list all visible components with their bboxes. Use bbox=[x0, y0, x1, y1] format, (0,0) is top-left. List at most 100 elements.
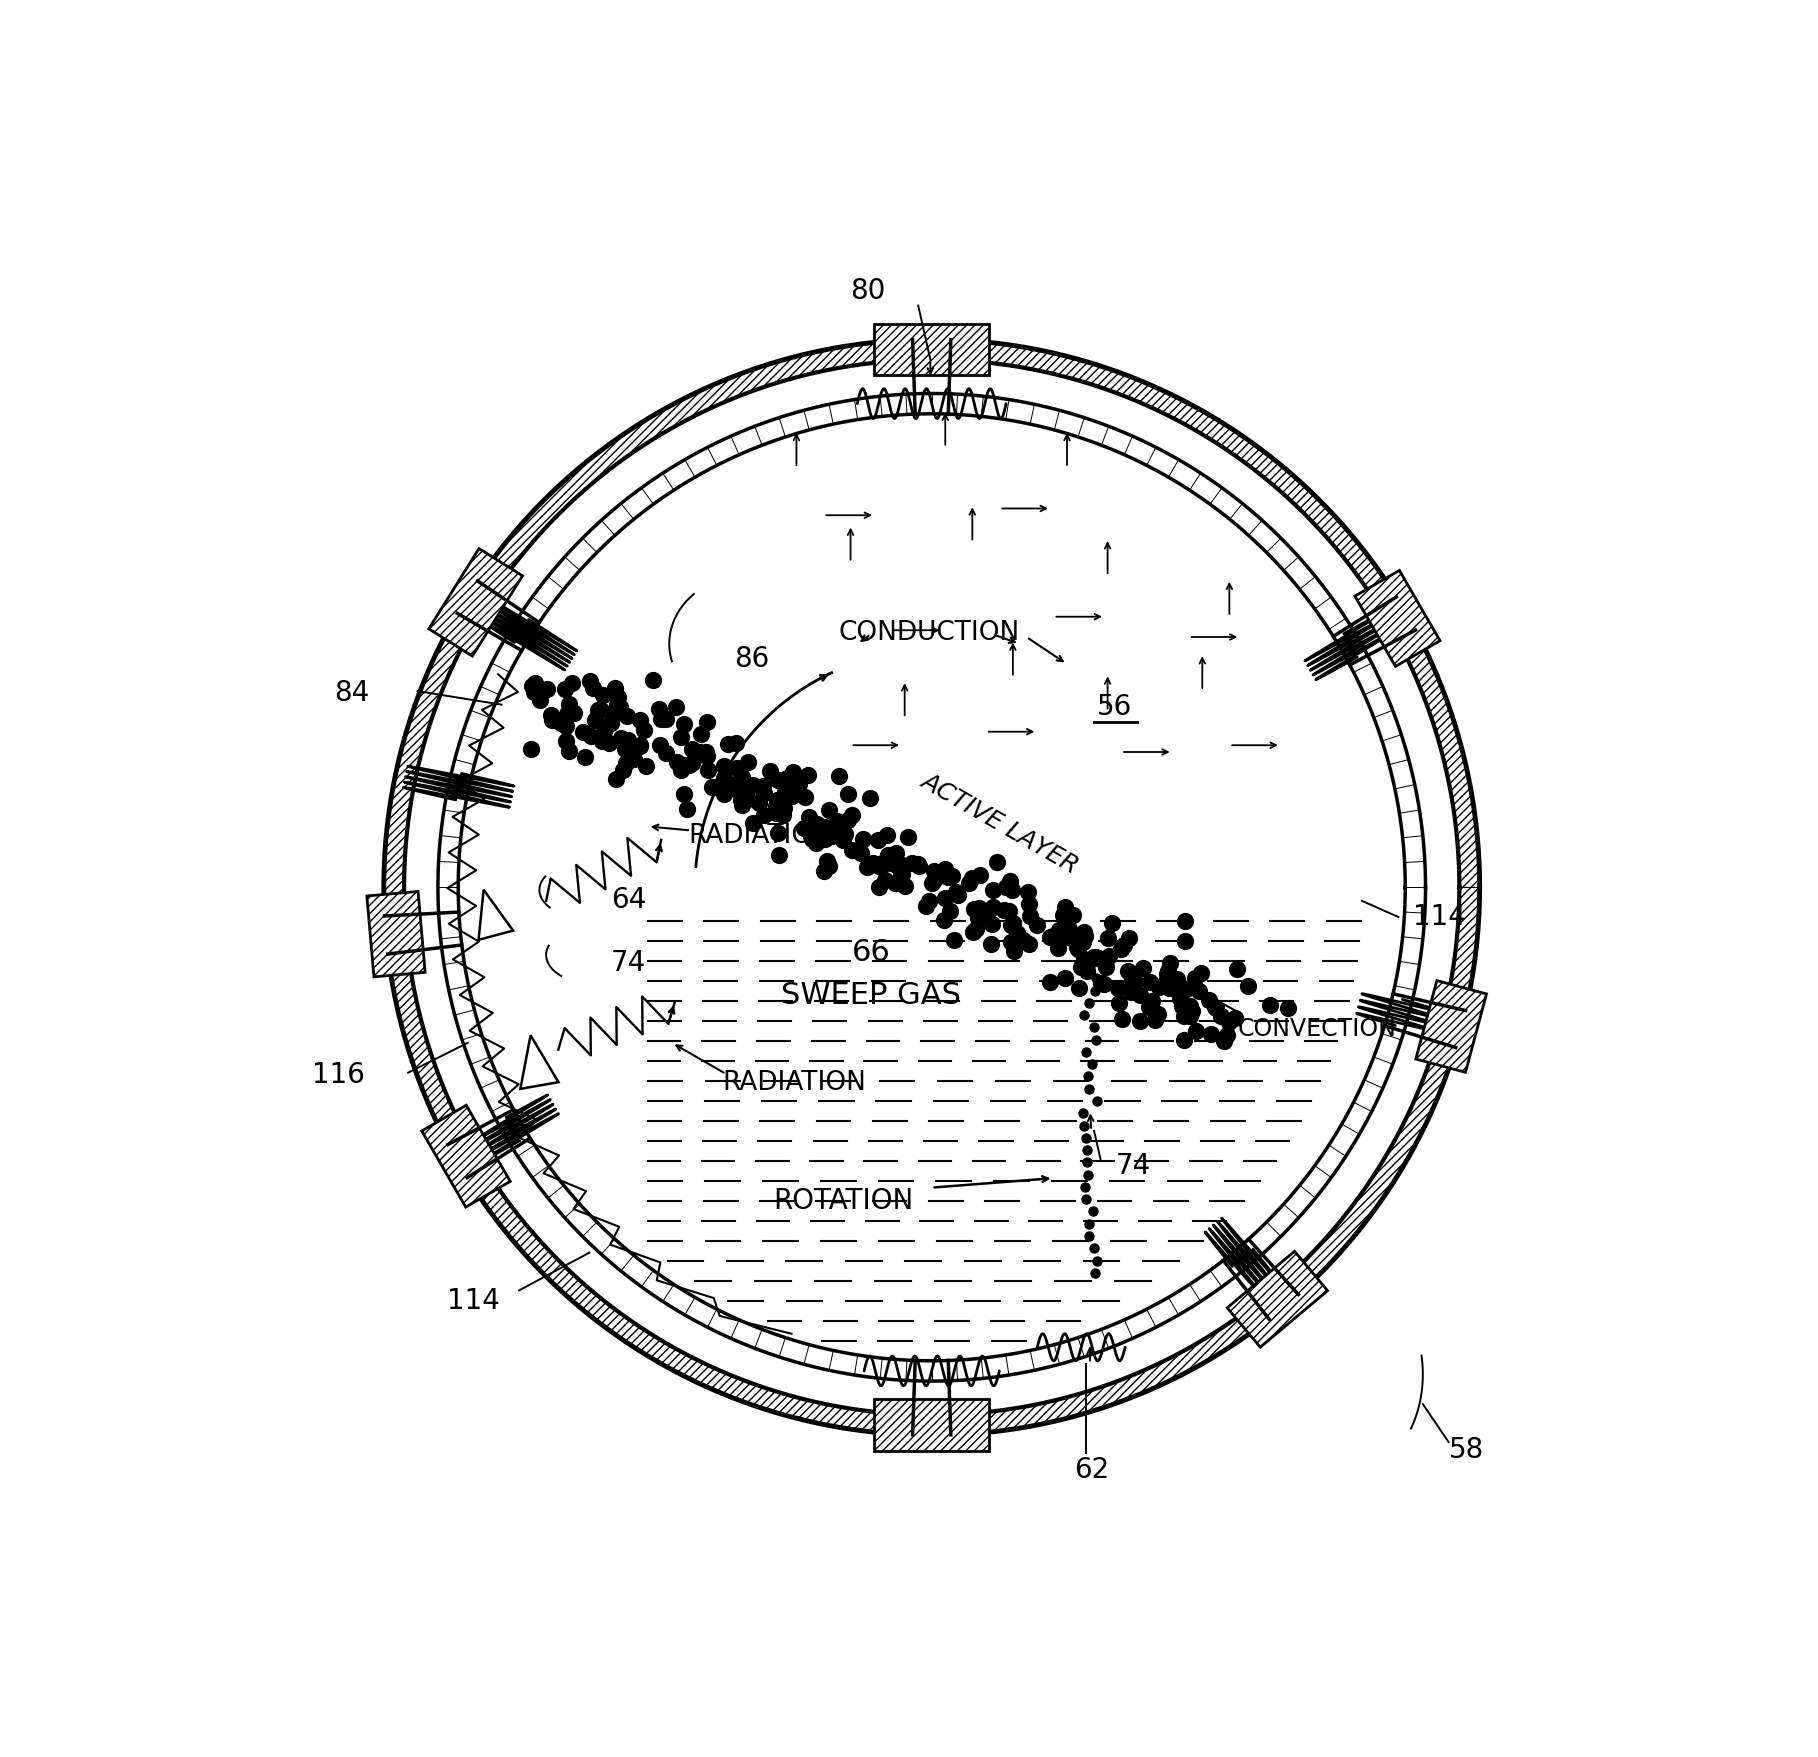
Point bbox=[1154, 973, 1184, 1001]
Text: 114: 114 bbox=[1413, 903, 1467, 931]
Point bbox=[1134, 993, 1164, 1021]
Point bbox=[574, 668, 604, 696]
Point bbox=[1233, 972, 1262, 1000]
Text: 114: 114 bbox=[447, 1288, 500, 1316]
Point bbox=[1213, 1021, 1242, 1049]
Point bbox=[814, 796, 844, 824]
Point bbox=[1073, 958, 1102, 986]
Point bbox=[1125, 980, 1154, 1009]
Point bbox=[1134, 968, 1164, 996]
Point bbox=[1093, 924, 1122, 952]
Point bbox=[744, 789, 773, 817]
Point bbox=[904, 850, 933, 878]
Point bbox=[774, 782, 804, 810]
Point bbox=[974, 896, 1004, 924]
Point bbox=[1049, 901, 1078, 929]
Point bbox=[1107, 1005, 1136, 1033]
Point bbox=[958, 917, 987, 945]
Point bbox=[516, 673, 545, 701]
Point bbox=[1060, 921, 1089, 949]
Point bbox=[764, 766, 793, 794]
Point bbox=[594, 729, 624, 757]
Point bbox=[918, 870, 947, 898]
Point bbox=[804, 810, 833, 838]
Point bbox=[933, 863, 962, 891]
Point bbox=[796, 822, 825, 850]
Point bbox=[520, 669, 549, 698]
Point bbox=[914, 887, 944, 915]
Point bbox=[864, 852, 893, 880]
Point bbox=[864, 826, 893, 854]
Point bbox=[722, 729, 751, 757]
Point bbox=[693, 741, 722, 770]
Point bbox=[989, 896, 1018, 924]
Point bbox=[871, 849, 900, 877]
Point bbox=[804, 822, 833, 850]
Point bbox=[1104, 973, 1133, 1001]
Point bbox=[625, 731, 654, 759]
Point bbox=[684, 741, 713, 770]
Point bbox=[716, 771, 745, 799]
Point bbox=[1014, 929, 1044, 958]
Point bbox=[824, 763, 853, 791]
Point bbox=[1116, 965, 1145, 993]
Text: RADIATION: RADIATION bbox=[722, 1070, 865, 1096]
Point bbox=[620, 745, 649, 773]
Point bbox=[1207, 1001, 1236, 1030]
Text: 80: 80 bbox=[851, 278, 885, 304]
Point bbox=[602, 764, 631, 792]
Point bbox=[669, 710, 698, 738]
Point bbox=[811, 813, 840, 842]
Point bbox=[853, 852, 882, 880]
Point bbox=[749, 771, 778, 799]
Point bbox=[1140, 1005, 1169, 1033]
Point bbox=[1144, 1000, 1173, 1028]
Point bbox=[827, 813, 856, 842]
Point bbox=[1196, 1021, 1225, 1049]
Point bbox=[793, 761, 822, 789]
Point bbox=[673, 796, 702, 824]
Point bbox=[962, 915, 991, 944]
Point bbox=[978, 893, 1007, 921]
Point bbox=[934, 896, 964, 924]
Point bbox=[1129, 954, 1158, 982]
Point bbox=[1202, 993, 1231, 1021]
Point bbox=[667, 756, 696, 784]
Point bbox=[1067, 924, 1096, 952]
Point bbox=[1045, 915, 1074, 944]
Point bbox=[1180, 970, 1209, 998]
Text: 58: 58 bbox=[1449, 1435, 1483, 1464]
Text: 74: 74 bbox=[611, 949, 647, 977]
Point bbox=[976, 929, 1005, 958]
Point bbox=[867, 849, 896, 877]
Point bbox=[904, 852, 933, 880]
Point bbox=[1154, 958, 1184, 986]
Point bbox=[920, 857, 949, 886]
Point bbox=[1036, 968, 1065, 996]
Point bbox=[1187, 959, 1216, 987]
Point bbox=[1000, 936, 1029, 965]
Polygon shape bbox=[874, 323, 989, 376]
Point bbox=[571, 743, 600, 771]
Point bbox=[773, 782, 802, 810]
Point bbox=[784, 770, 813, 798]
Polygon shape bbox=[384, 339, 1480, 1435]
Point bbox=[684, 740, 713, 768]
Point bbox=[1156, 949, 1185, 977]
Point bbox=[709, 764, 738, 792]
Point bbox=[1054, 915, 1084, 944]
Point bbox=[587, 727, 616, 756]
Point bbox=[591, 715, 620, 743]
Point bbox=[1171, 928, 1200, 956]
Point bbox=[551, 712, 580, 740]
Point bbox=[611, 734, 640, 763]
Text: ACTIVE LAYER: ACTIVE LAYER bbox=[916, 770, 1082, 878]
Point bbox=[749, 801, 778, 829]
Polygon shape bbox=[404, 360, 1460, 1414]
Polygon shape bbox=[1416, 980, 1487, 1072]
Text: 84: 84 bbox=[335, 678, 369, 706]
Point bbox=[669, 752, 698, 780]
Point bbox=[664, 748, 693, 777]
Point bbox=[607, 724, 636, 752]
Point bbox=[704, 773, 733, 801]
